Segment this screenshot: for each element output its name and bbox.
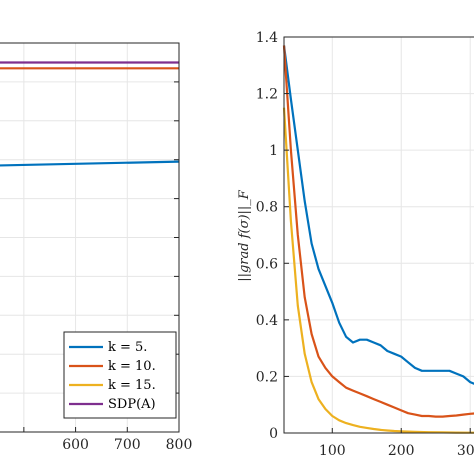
right-grid xyxy=(284,37,474,433)
legend-item-sdp: SDP(A) xyxy=(69,397,156,412)
legend-item-k5: k = 5. xyxy=(69,340,147,355)
legend-label-sdp: SDP(A) xyxy=(108,397,156,412)
right-y-tick-label-4: 0.8 xyxy=(256,200,278,216)
right-x-tick-label-2: 300 xyxy=(457,443,474,459)
right-plot-area xyxy=(284,37,474,433)
legend-label-k5: k = 5. xyxy=(108,340,147,355)
right-y-tick-label-2: 0.4 xyxy=(256,313,278,329)
right-panel: 0 0.2 0.4 0.6 0.8 1 1.2 1.4 100 200 300 ||grad f(… xyxy=(237,30,474,459)
right-x-tick-label-0: 100 xyxy=(319,443,346,459)
left-x-tick-label-700: 700 xyxy=(114,437,141,453)
right-y-tick-label-6: 1.2 xyxy=(256,87,278,103)
left-x-tick-label-600: 600 xyxy=(62,437,89,453)
left-panel: 600 700 800 k = 5. k = 10. k = 15. SDP(A) xyxy=(0,42,193,453)
right-series-lines xyxy=(282,45,474,434)
legend-item-k10: k = 10. xyxy=(69,359,156,374)
right-y-axis-label: ||grad f(σ)||_F xyxy=(237,189,252,282)
legend-label-k15: k = 15. xyxy=(108,378,156,393)
right-y-tick-label-0: 0 xyxy=(269,426,278,442)
right-axes-box xyxy=(283,36,474,434)
right-y-tick-label-3: 0.6 xyxy=(256,256,278,272)
right-series-line-0 xyxy=(282,45,474,385)
left-series-line-0 xyxy=(0,160,180,167)
right-y-tick-label-5: 1 xyxy=(269,143,278,159)
right-series-line-2 xyxy=(282,107,474,434)
left-x-tick-label-800: 800 xyxy=(166,437,193,453)
legend: k = 5. k = 10. k = 15. SDP(A) xyxy=(63,331,177,419)
right-x-ticks: 100 200 300 xyxy=(319,428,474,459)
left-x-ticks: 600 700 800 xyxy=(23,81,193,453)
right-x-tick-label-1: 200 xyxy=(388,443,415,459)
legend-item-k15: k = 15. xyxy=(69,378,156,393)
right-y-tick-label-7: 1.4 xyxy=(256,30,278,46)
right-y-tick-label-1: 0.2 xyxy=(256,369,278,385)
left-series-lines xyxy=(0,61,180,167)
legend-label-k10: k = 10. xyxy=(108,359,156,374)
right-y-ticks: 0 0.2 0.4 0.6 0.8 1 1.2 1.4 xyxy=(256,30,289,442)
right-series-line-1 xyxy=(282,45,474,418)
